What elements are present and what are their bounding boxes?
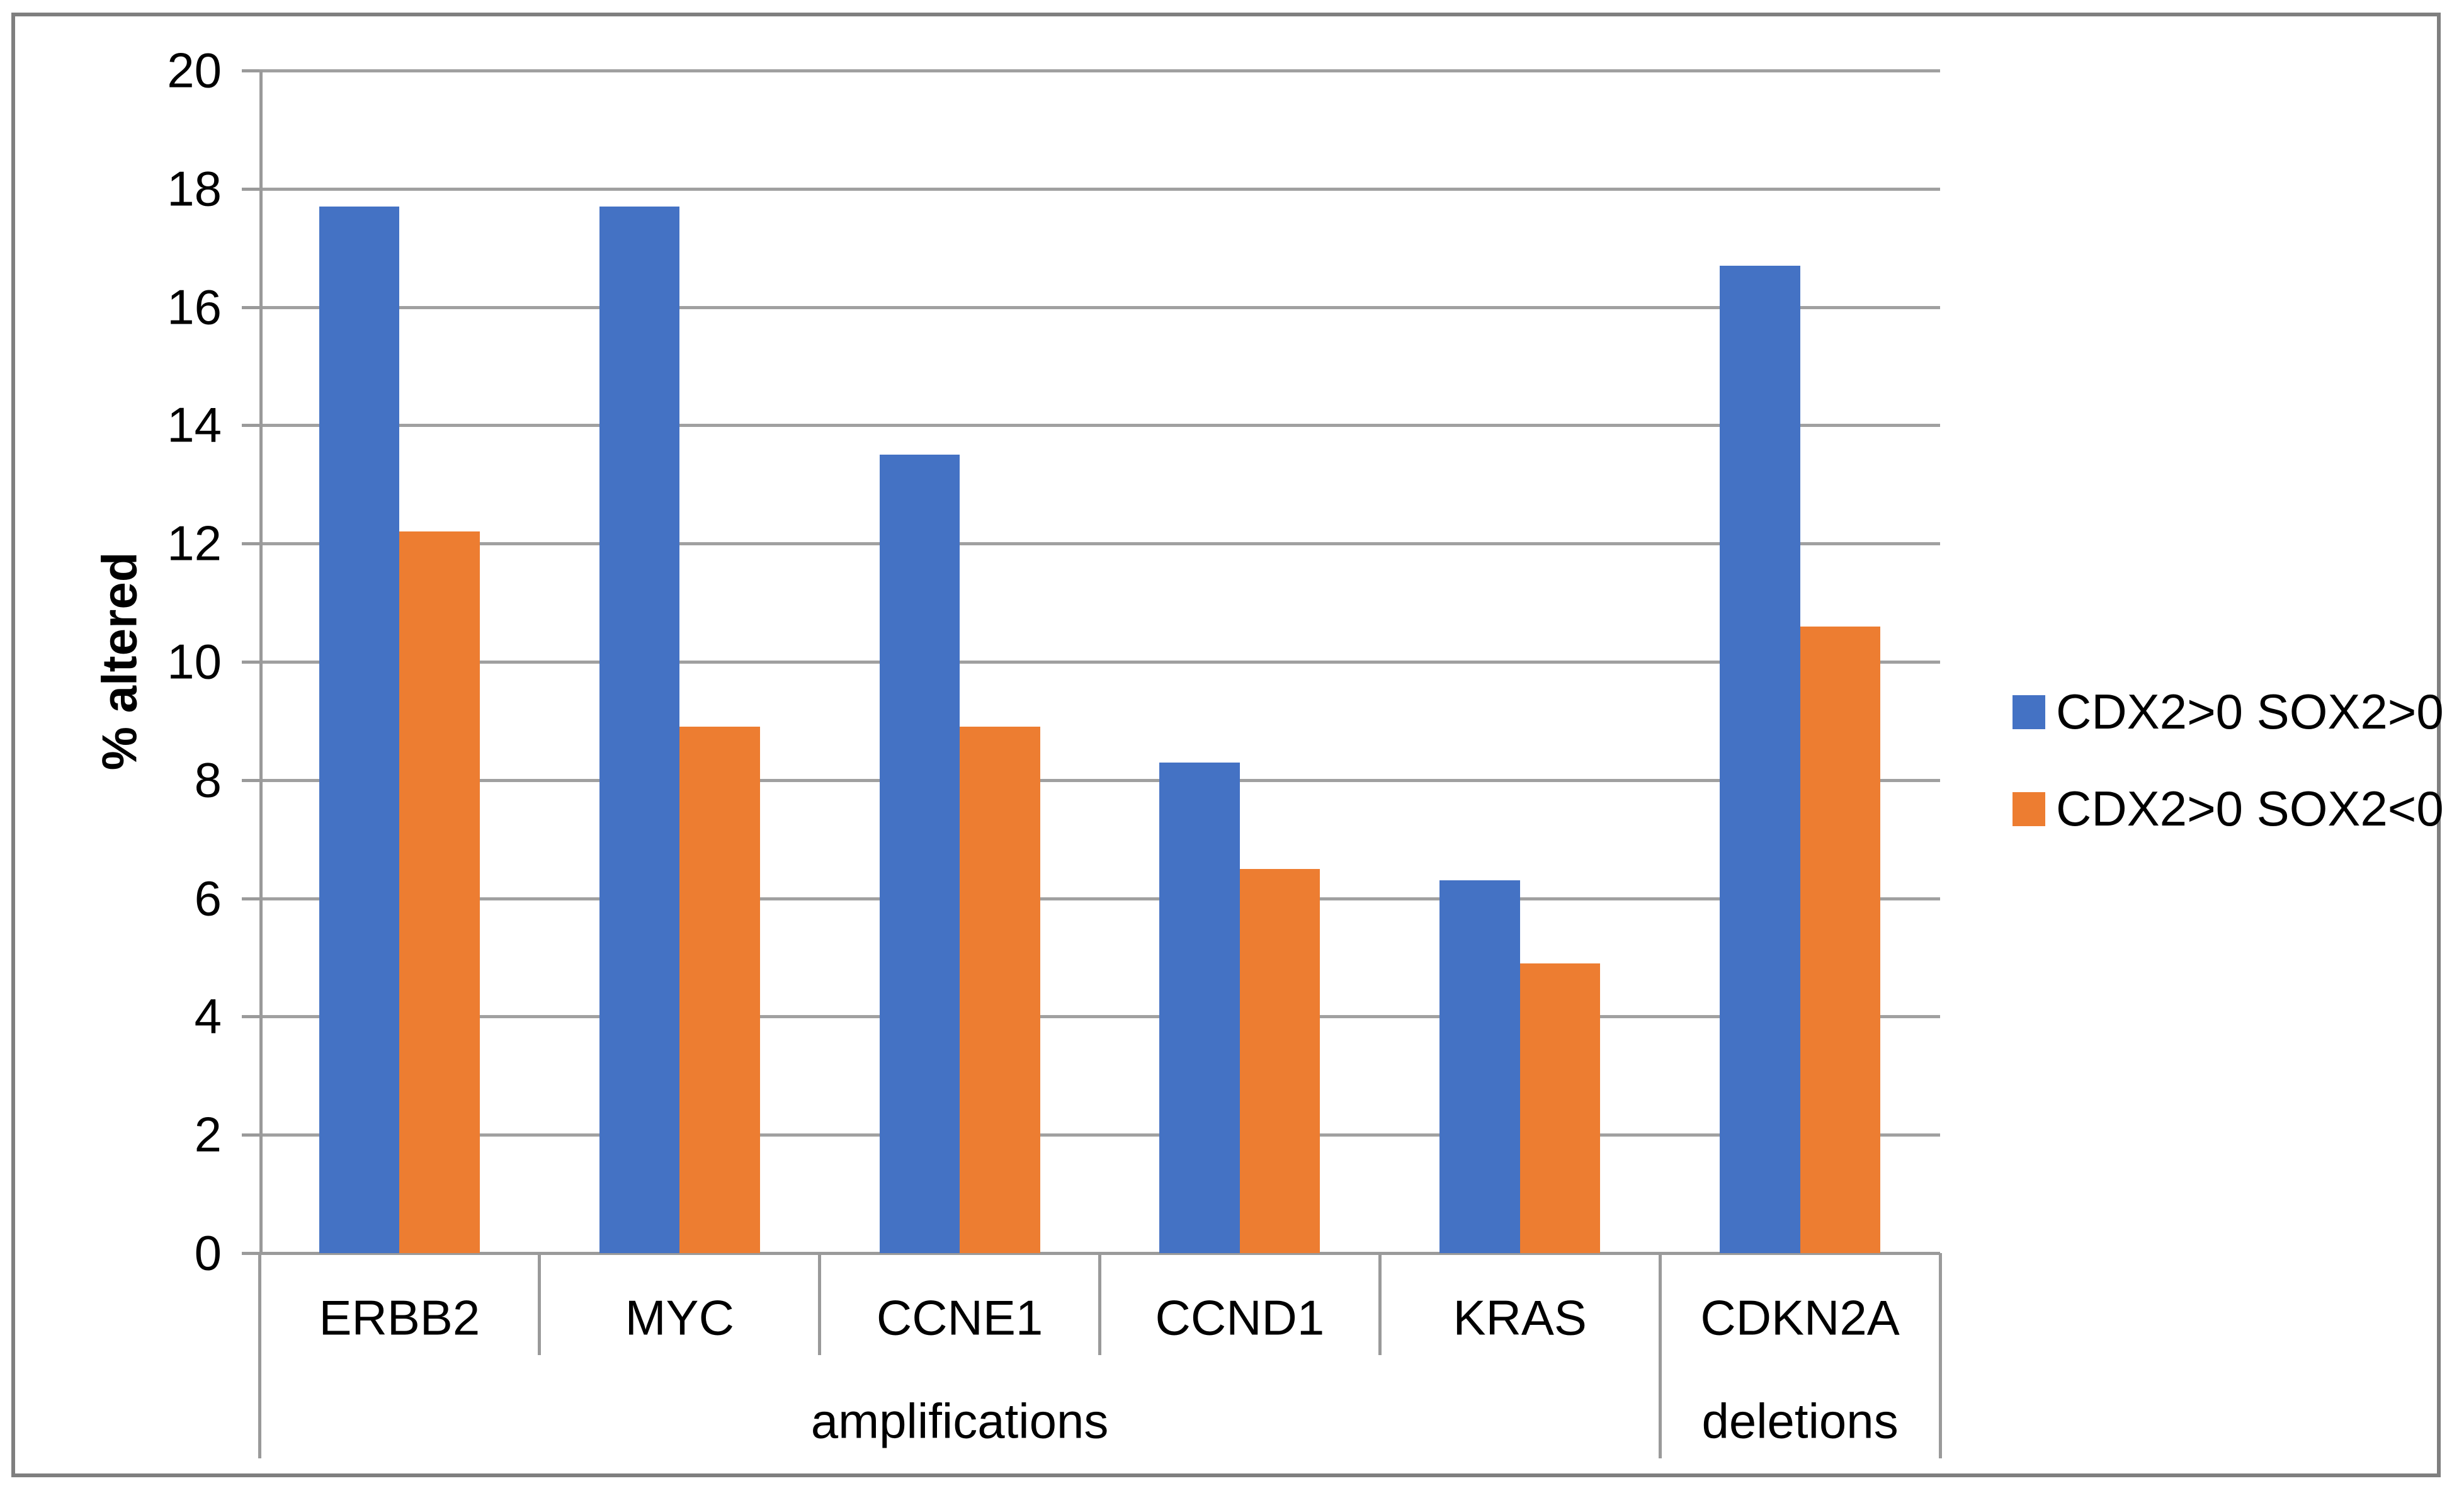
y-tick-2	[242, 1133, 259, 1137]
category-label-CCNE1: CCNE1	[876, 1290, 1043, 1346]
bar-CCNE1-series-2	[960, 727, 1040, 1253]
gridline-6	[259, 897, 1940, 900]
bar-ERBB2-series-1	[319, 206, 400, 1253]
y-tick-10	[242, 661, 259, 664]
y-tick-label-18: 18	[167, 161, 222, 217]
bar-CDKN2A-series-2	[1800, 626, 1881, 1253]
bar-CCND1-series-1	[1159, 762, 1240, 1253]
y-tick-20	[242, 69, 259, 72]
y-tick-12	[242, 542, 259, 545]
gridline-16	[259, 306, 1940, 309]
gridline-4	[259, 1015, 1940, 1018]
gridline-12	[259, 542, 1940, 545]
category-separator-1	[538, 1253, 541, 1355]
gridline-10	[259, 661, 1940, 664]
category-separator-4	[1378, 1253, 1382, 1355]
category-separator-3	[1098, 1253, 1101, 1355]
category-label-ERBB2: ERBB2	[319, 1290, 480, 1346]
category-label-CDKN2A: CDKN2A	[1700, 1290, 1900, 1346]
legend-entry-series-1: CDX2>0 SOX2>0	[2013, 683, 2444, 741]
category-separator-2	[818, 1253, 821, 1355]
group-label-amplifications: amplifications	[810, 1393, 1109, 1449]
y-tick-18	[242, 188, 259, 191]
bar-CDKN2A-series-1	[1720, 265, 1800, 1253]
gridline-18	[259, 188, 1940, 191]
y-tick-label-4: 4	[194, 988, 222, 1044]
bar-CCND1-series-2	[1239, 868, 1320, 1253]
y-tick-label-8: 8	[194, 752, 222, 808]
legend-label-series-2: CDX2>0 SOX2<0	[2056, 781, 2444, 836]
legend-swatch-blue	[2013, 695, 2045, 729]
y-tick-label-2: 2	[194, 1106, 222, 1162]
gridline-8	[259, 779, 1940, 782]
category-separator-0	[258, 1253, 261, 1458]
category-separator-5	[1659, 1253, 1662, 1458]
bar-MYC-series-2	[679, 727, 760, 1253]
y-tick-label-14: 14	[167, 397, 222, 453]
legend-entry-series-2: CDX2>0 SOX2<0	[2013, 780, 2444, 837]
y-tick-4	[242, 1015, 259, 1018]
y-tick-6	[242, 897, 259, 900]
bar-KRAS-series-2	[1519, 963, 1601, 1253]
bar-KRAS-series-1	[1439, 880, 1520, 1253]
category-separator-6	[1939, 1253, 1942, 1458]
y-tick-label-6: 6	[194, 870, 222, 926]
y-tick-0	[242, 1252, 259, 1255]
bar-MYC-series-1	[599, 206, 680, 1253]
bar-ERBB2-series-2	[399, 531, 480, 1253]
gridline-2	[259, 1133, 1940, 1137]
y-tick-label-20: 20	[167, 42, 222, 98]
y-tick-14	[242, 424, 259, 427]
bar-CCNE1-series-1	[879, 455, 960, 1253]
y-tick-label-12: 12	[167, 515, 222, 571]
group-label-deletions: deletions	[1701, 1393, 1899, 1449]
y-tick-label-0: 0	[194, 1225, 222, 1281]
category-label-CCND1: CCND1	[1155, 1290, 1325, 1346]
y-tick-16	[242, 306, 259, 309]
category-label-KRAS: KRAS	[1453, 1290, 1587, 1346]
gridline-20	[259, 69, 1940, 72]
legend-label-series-1: CDX2>0 SOX2>0	[2056, 684, 2444, 739]
y-tick-8	[242, 779, 259, 782]
category-label-MYC: MYC	[625, 1290, 734, 1346]
legend-swatch-orange	[2013, 792, 2045, 826]
y-tick-label-16: 16	[167, 279, 222, 335]
y-tick-label-10: 10	[167, 633, 222, 690]
y-axis-line	[259, 71, 263, 1253]
gridline-14	[259, 424, 1940, 427]
chart-outer-border	[11, 13, 2441, 1477]
